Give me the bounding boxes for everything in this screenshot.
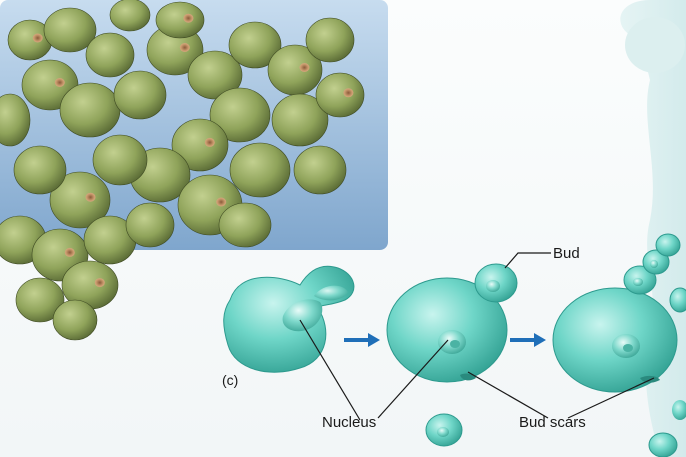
cell-stage-1 (223, 265, 355, 373)
yeast-cell (315, 72, 365, 118)
yeast-cell-cluster (0, 0, 365, 341)
yeast-cell (171, 118, 229, 172)
yeast-cell (229, 142, 291, 198)
bud-scar (216, 197, 227, 207)
yeast-cell (85, 32, 135, 78)
budscars-leader-1 (467, 371, 549, 419)
nucleus-leader-1 (299, 319, 361, 421)
small-cells (425, 400, 686, 457)
arrow-2 (510, 333, 546, 347)
yeast-cell (155, 1, 205, 39)
yeast-cell (293, 145, 347, 195)
yeast-cell (113, 70, 167, 120)
leader-lines (299, 252, 655, 421)
yeast-cell (187, 50, 243, 100)
budscars-leader-2 (567, 377, 655, 419)
nucleus-leader-2 (377, 339, 449, 419)
yeast-cell (228, 21, 282, 69)
nucleus-label: Nucleus (322, 414, 377, 431)
bud-scar (183, 13, 194, 23)
yeast-cell (109, 0, 151, 32)
bud-scar (32, 33, 43, 43)
yeast-cell (0, 93, 31, 147)
yeast-cell (15, 277, 65, 323)
bud-scar (179, 43, 190, 52)
yeast-cell (59, 82, 121, 138)
bud-label: Bud (553, 245, 580, 262)
yeast-cell (43, 7, 97, 53)
bud-scar (299, 63, 310, 72)
yeast-cell (49, 171, 111, 229)
cell-stage-2 (386, 263, 518, 383)
arrow-1 (344, 333, 380, 347)
yeast-cell (218, 202, 272, 248)
bud-leader (504, 252, 551, 269)
bud-scar (204, 137, 215, 147)
micrograph (0, 0, 388, 341)
bud-scars-label: Bud scars (519, 414, 586, 431)
bud-scar (343, 88, 354, 98)
bud-scar (54, 78, 65, 87)
yeast-cell (209, 87, 271, 143)
bud-scar (64, 247, 75, 257)
bud-scar (94, 278, 105, 288)
yeast-cell (305, 17, 355, 63)
cell-stage-3 (552, 233, 686, 393)
yeast-cell (92, 134, 148, 186)
bud-scar (85, 192, 96, 202)
yeast-cell (271, 93, 329, 147)
yeast-cell (52, 299, 98, 341)
yeast-cell (13, 145, 67, 195)
yeast-cell (125, 202, 175, 248)
panel-label: (c) (222, 372, 239, 388)
